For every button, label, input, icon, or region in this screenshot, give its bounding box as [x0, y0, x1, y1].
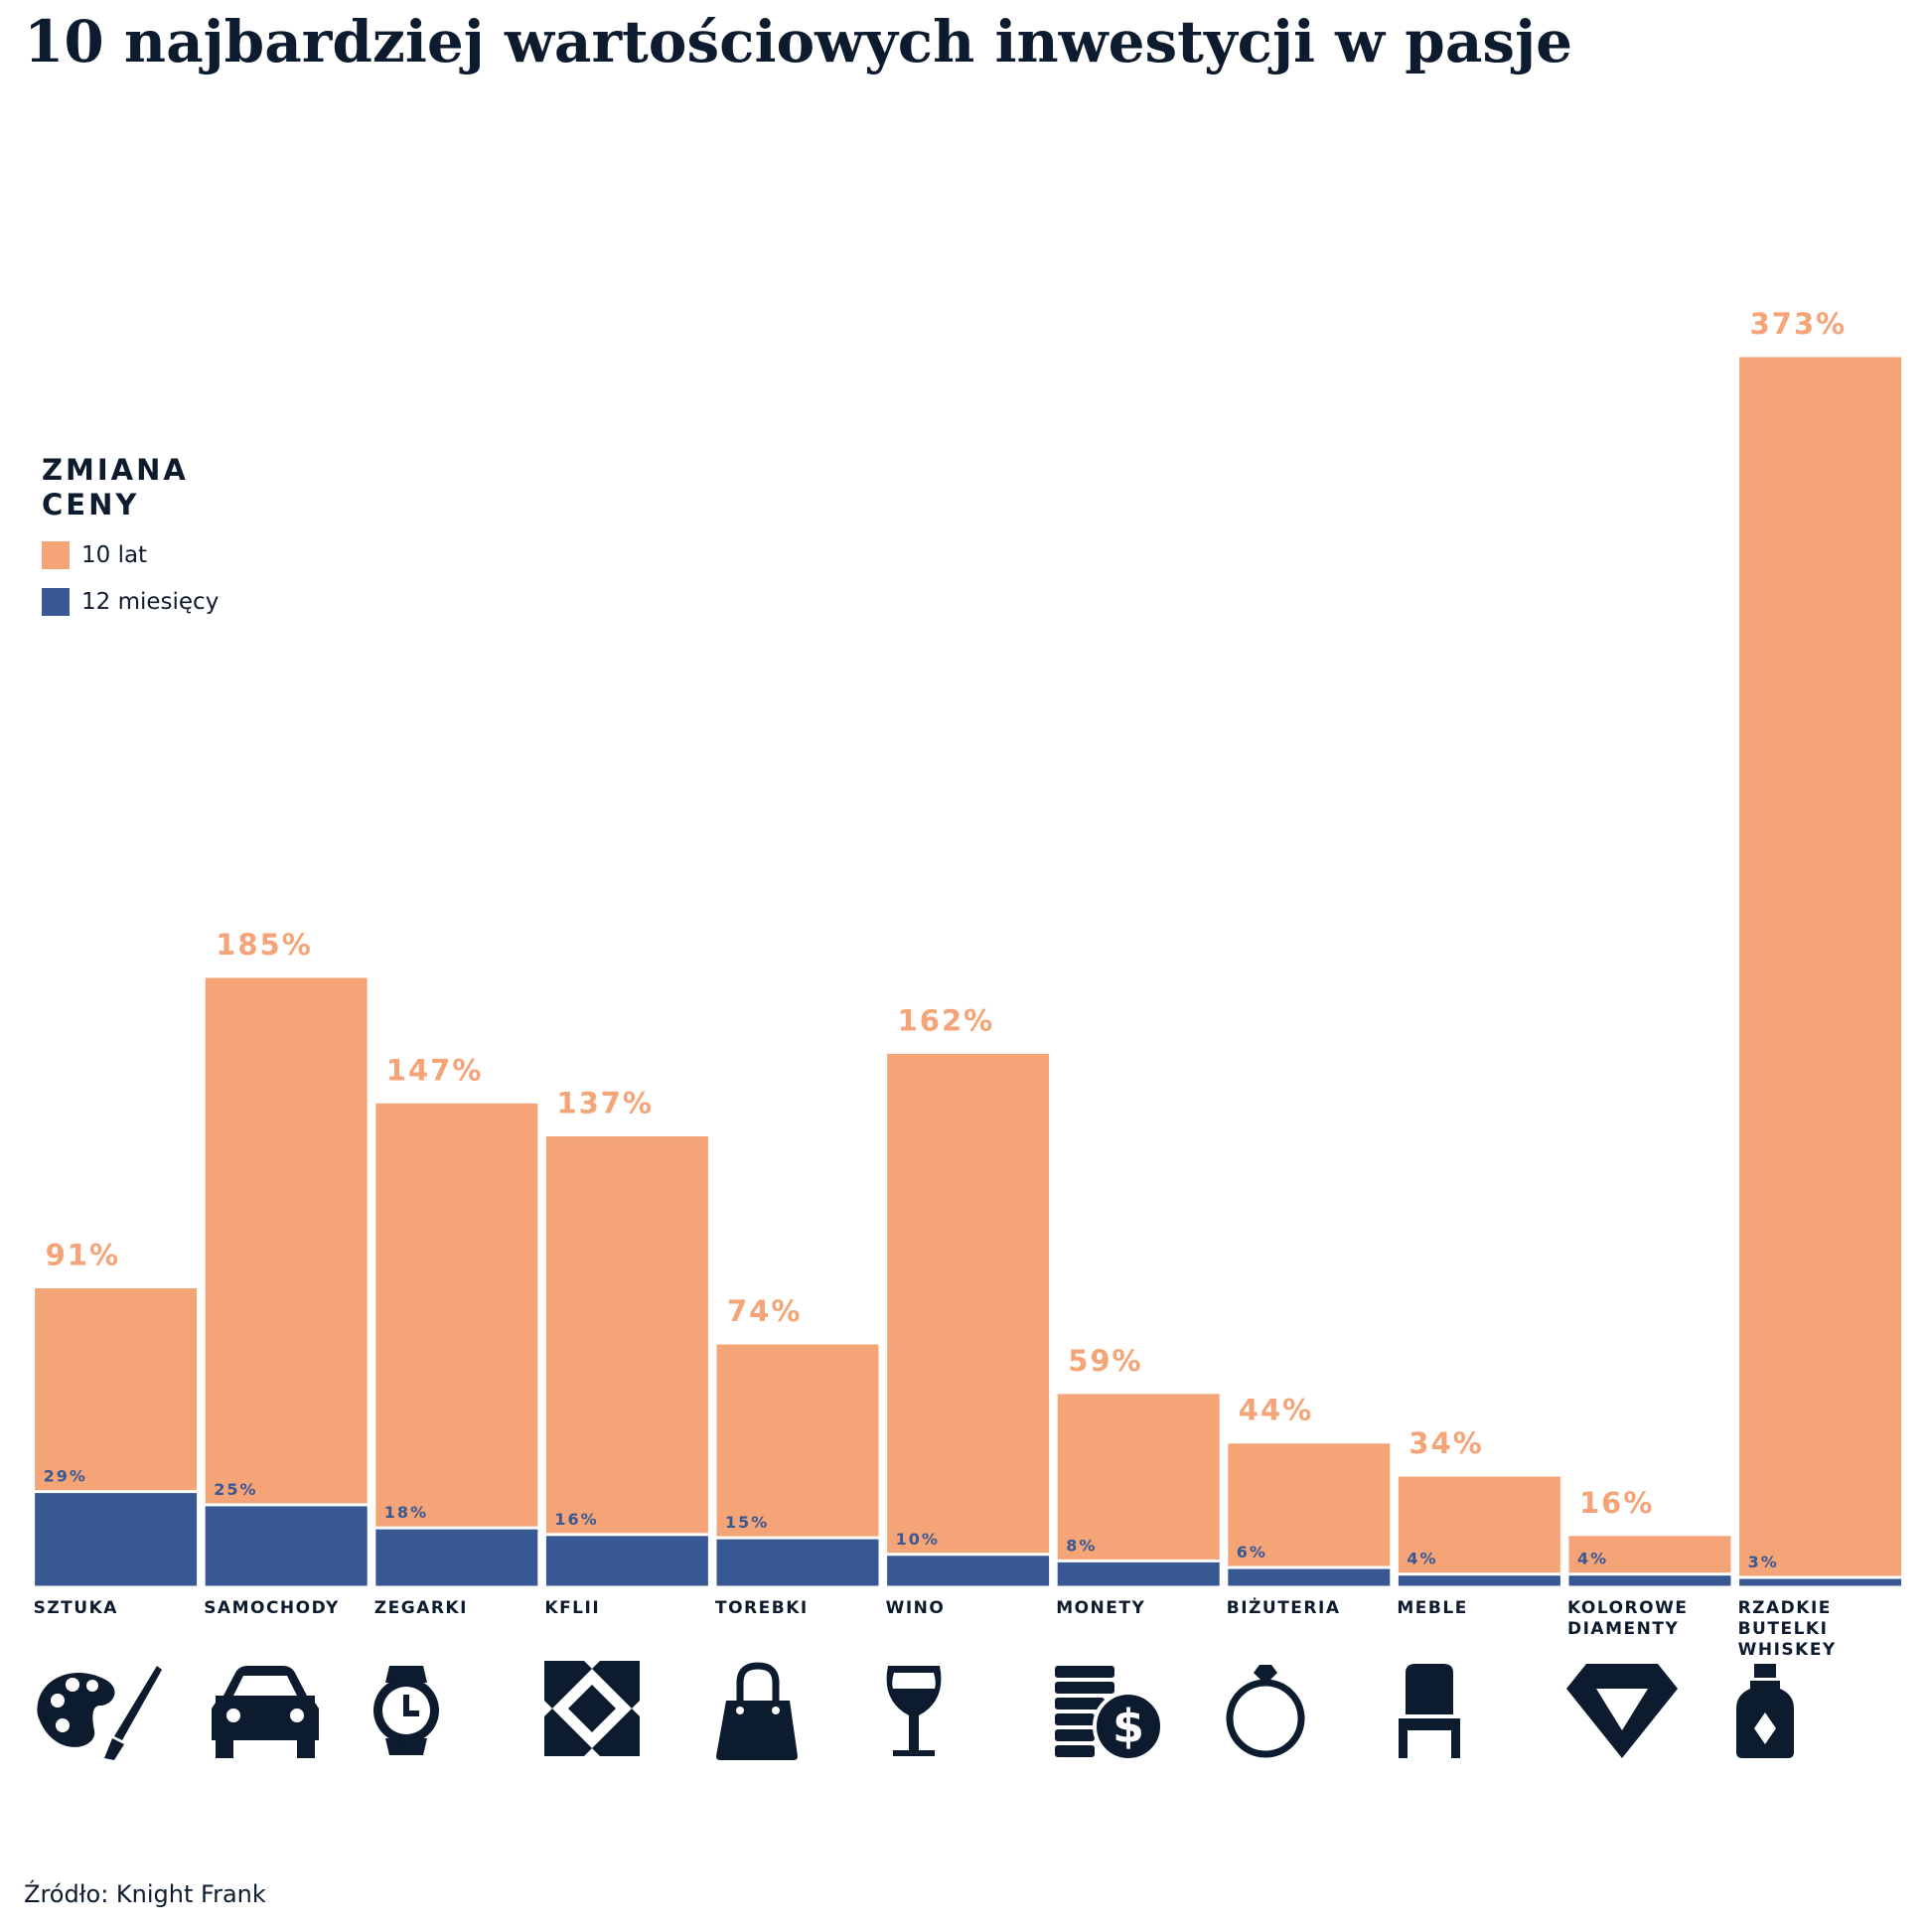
value-label: 8%	[1066, 1536, 1097, 1555]
bar	[32, 1490, 201, 1589]
bar	[372, 1526, 541, 1589]
icon-watch	[373, 1666, 439, 1755]
bar	[884, 1050, 1053, 1589]
bar	[1736, 354, 1905, 1589]
value-label: 373%	[1750, 307, 1848, 341]
value-label: 4%	[1577, 1550, 1608, 1568]
value-label: 10%	[896, 1530, 940, 1549]
bar	[1225, 1440, 1394, 1589]
value-label: 74%	[727, 1294, 802, 1328]
chart-title: 10 najbardziej wartościowych inwestycji …	[24, 8, 1572, 75]
icons: $	[37, 1661, 1794, 1762]
value-label: 34%	[1408, 1426, 1483, 1460]
bar	[1395, 1473, 1563, 1589]
icon-coins: $	[1055, 1666, 1164, 1762]
legend-swatch	[42, 588, 70, 616]
value-label: 59%	[1068, 1344, 1142, 1378]
svg-text:$: $	[1112, 1700, 1144, 1753]
icon-palette	[37, 1666, 162, 1760]
x-tick-label: SZTUKA	[33, 1598, 118, 1618]
value-label: 16%	[1579, 1486, 1654, 1520]
bar	[1225, 1565, 1394, 1589]
value-label: 18%	[384, 1503, 428, 1522]
value-label: 16%	[554, 1510, 598, 1529]
bar	[1395, 1572, 1563, 1589]
x-tick-label: BIŻUTERIA	[1226, 1598, 1341, 1618]
value-label: 25%	[214, 1480, 257, 1499]
bar	[1054, 1559, 1223, 1589]
legend-swatch	[42, 541, 70, 569]
icon-car	[212, 1666, 319, 1758]
x-tick-label: SAMOCHODY	[204, 1598, 340, 1618]
value-label: 4%	[1407, 1550, 1437, 1568]
bar	[884, 1553, 1053, 1589]
x-tick-label: KFLII	[544, 1598, 601, 1618]
x-tick-label: MONETY	[1056, 1598, 1146, 1618]
bar	[202, 1503, 371, 1589]
x-tick-label: RZADKIE BUTELKI WHISKEY	[1737, 1598, 1837, 1660]
value-label: 29%	[44, 1467, 87, 1486]
icon-chair	[1399, 1664, 1460, 1758]
value-label: 147%	[386, 1053, 484, 1087]
value-label: 15%	[725, 1513, 769, 1532]
bar	[202, 974, 371, 1589]
legend-title: ZMIANA CENY	[42, 453, 189, 521]
value-label: 3%	[1748, 1553, 1779, 1571]
x-tick-label: KOLOROWE DIAMENTY	[1567, 1598, 1689, 1639]
icon-kflii	[544, 1661, 640, 1756]
icon-bag	[716, 1662, 798, 1760]
bar	[542, 1133, 711, 1589]
bar	[372, 1100, 541, 1589]
x-tick-label: MEBLE	[1397, 1598, 1468, 1618]
x-tick-label: TOREBKI	[715, 1598, 809, 1618]
value-label: 44%	[1239, 1394, 1313, 1427]
bar	[1054, 1391, 1223, 1589]
bar	[713, 1536, 882, 1589]
bar	[542, 1533, 711, 1589]
x-tick-label: WINO	[885, 1598, 946, 1618]
value-label: 185%	[216, 928, 313, 962]
value-label: 91%	[46, 1238, 120, 1271]
value-label: 6%	[1237, 1543, 1267, 1561]
icon-diamond	[1566, 1664, 1678, 1758]
legend-label: 12 miesięcy	[81, 589, 219, 615]
source: Źródło: Knight Frank	[24, 1880, 266, 1908]
value-label: 137%	[556, 1087, 654, 1120]
icon-bottle	[1736, 1664, 1794, 1758]
icon-ring	[1226, 1665, 1305, 1758]
bar	[1565, 1572, 1734, 1589]
legend-label: 10 lat	[81, 542, 147, 568]
x-tick-label: ZEGARKI	[373, 1598, 468, 1618]
icon-wine	[886, 1666, 942, 1756]
bar	[1736, 1575, 1905, 1589]
value-label: 162%	[898, 1003, 995, 1037]
